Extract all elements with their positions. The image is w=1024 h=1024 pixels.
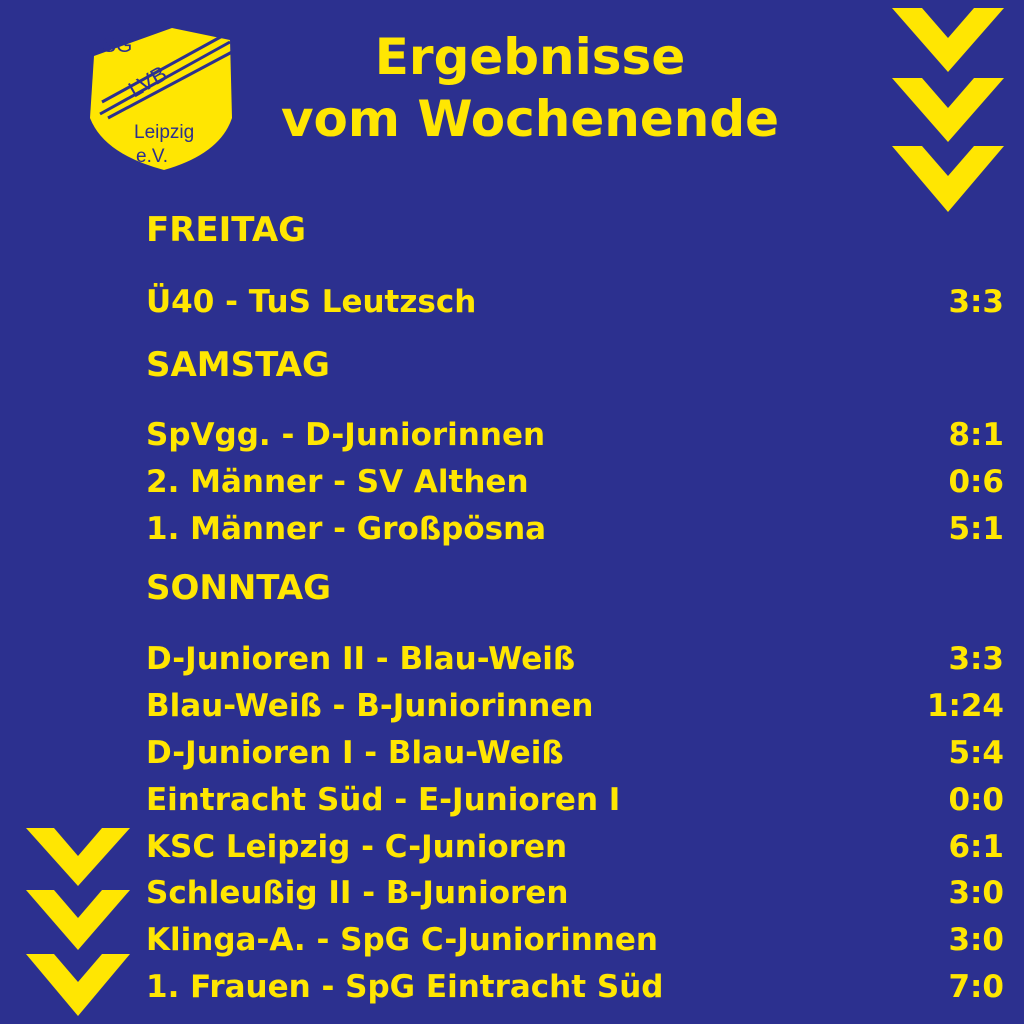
logo-suffix-text: e.V. [136,146,168,167]
match-score: 3:3 [948,641,1004,677]
result-row: 1. Männer - Großpösna 5:1 [146,507,1004,551]
page-title: Ergebnisse vom Wochenende [250,26,810,150]
match-score: 0:0 [948,782,1004,818]
logo-sg-text: SG [102,34,132,57]
match-score: 3:0 [948,875,1004,911]
result-row: KSC Leipzig - C-Junioren 6:1 [146,825,1004,869]
match-score: 7:0 [948,969,1004,1005]
match-score: 1:24 [926,688,1004,724]
result-row: D-Junioren I - Blau-Weiß 5:4 [146,731,1004,775]
match-score: 6:1 [948,829,1004,865]
result-row: Blau-Weiß - B-Juniorinnen 1:24 [146,684,1004,728]
club-crest-logo: SG LVB Leipzig e.V. [90,28,233,170]
match-label: KSC Leipzig - C-Junioren [146,829,568,865]
day-heading-freitag: FREITAG [146,210,307,250]
match-label: SpVgg. - D-Juniorinnen [146,417,546,453]
match-label: Klinga-A. - SpG C-Juniorinnen [146,922,658,958]
match-score: 5:4 [948,735,1004,771]
chevron-down-icon [892,8,1004,212]
match-label: D-Junioren I - Blau-Weiß [146,735,564,771]
match-score: 3:0 [948,922,1004,958]
match-score: 8:1 [948,417,1004,453]
result-row: Schleußig II - B-Junioren 3:0 [146,871,1004,915]
result-row: Klinga-A. - SpG C-Juniorinnen 3:0 [146,918,1004,962]
chevron-down-icon [26,828,130,1016]
match-score: 0:6 [948,464,1004,500]
result-row: 1. Frauen - SpG Eintracht Süd 7:0 [146,965,1004,1009]
result-row: Eintracht Süd - E-Junioren I 0:0 [146,778,1004,822]
title-line-1: Ergebnisse [374,28,686,86]
match-label: D-Junioren II - Blau-Weiß [146,641,576,677]
match-label: 2. Männer - SV Althen [146,464,529,500]
match-label: 1. Frauen - SpG Eintracht Süd [146,969,664,1005]
result-row: SpVgg. - D-Juniorinnen 8:1 [146,413,1004,457]
result-row: D-Junioren II - Blau-Weiß 3:3 [146,637,1004,681]
match-label: Schleußig II - B-Junioren [146,875,569,911]
match-score: 3:3 [948,284,1004,320]
title-line-2: vom Wochenende [280,90,780,148]
match-score: 5:1 [948,511,1004,547]
result-row: 2. Männer - SV Althen 0:6 [146,460,1004,504]
day-heading-sonntag: SONNTAG [146,568,332,608]
result-row: Ü40 - TuS Leutzsch 3:3 [146,280,1004,324]
logo-city-text: Leipzig [134,122,194,143]
match-label: Blau-Weiß - B-Juniorinnen [146,688,594,724]
day-heading-samstag: SAMSTAG [146,345,330,385]
match-label: 1. Männer - Großpösna [146,511,547,547]
match-label: Eintracht Süd - E-Junioren I [146,782,621,818]
match-label: Ü40 - TuS Leutzsch [146,284,477,320]
